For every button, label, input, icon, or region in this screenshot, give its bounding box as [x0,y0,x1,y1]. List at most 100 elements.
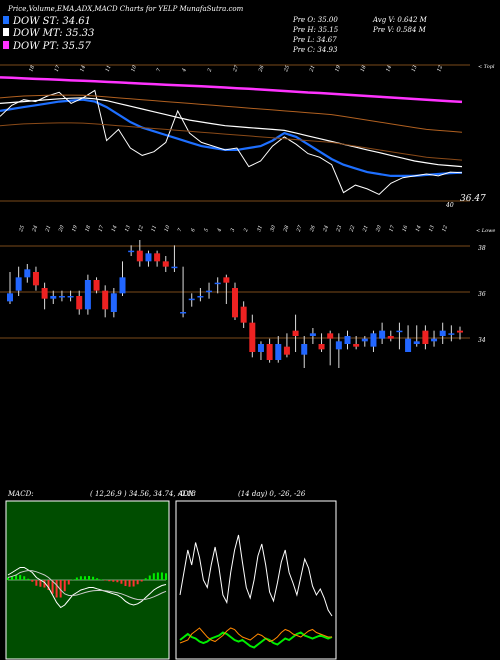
candle-day-label: 21 [362,225,370,234]
legend-dow-st: DOW ST: 34.61 [12,16,91,27]
candle-day-label: 5 [203,228,210,233]
candle-body [370,333,377,347]
chart-title: Price,Volume,EMA,ADX,MACD Charts for YEL… [7,5,244,13]
adx-line-minus-di [179,627,332,644]
ema-day-label: 13 [411,65,419,73]
candle-day-label: 19 [71,224,79,233]
candle-day-label: 30 [269,224,277,233]
candle-day-label: 31 [256,225,264,233]
ema-axis-label: 40 [445,202,454,209]
candle-body [283,346,290,355]
candle-body [335,341,342,350]
candle-body [58,296,65,298]
candle-day-label: 13 [124,225,132,233]
candle-body [206,290,213,293]
ema-panel: < Topl 36.47 40 18 17 14 11 10 7 4 2 27 26 25 21 19 1… [0,64,495,209]
candle-body [50,296,57,299]
adx-line-dx [179,534,333,617]
candle-day-label: 14 [111,225,119,233]
candle-body [387,336,394,339]
candle-day-label: 16 [402,224,410,233]
legend-dow-pt: DOW PT: 35.57 [12,41,92,52]
candle-body [232,288,238,318]
candle-body [76,296,83,310]
candle-body [102,290,109,310]
candle-body [318,344,325,350]
ema-day-label: 11 [105,65,113,73]
tick-label-34: 34 [478,337,486,344]
macd-label: MACD: [7,490,34,498]
candle-body [223,277,230,283]
candle-body [136,250,143,262]
candle-day-label: 17 [98,224,106,233]
macd-panel: MACD: ( 12,26,9 ) 34.56, 34.74, -0.18 [5,490,196,660]
legend-swatch-st [3,16,9,24]
ema-day-label: 14 [385,65,393,73]
legend-dow-mt: DOW MT: 35.33 [12,28,94,39]
candle-day-label: 20 [58,224,66,234]
candle-body [93,280,100,291]
stat-low: Pre L: 34.67 [292,36,337,44]
candle-day-label: 21 [44,225,52,234]
candle-body [431,338,438,342]
candle-day-labels: 25 24 21 20 19 18 17 14 13 12 11 10 7 6 5 4 3 2 31 30 28 27 26… [18,224,449,234]
adx-label: ADX [177,490,195,498]
candle-day-label: 28 [282,225,290,234]
macd-lines [7,567,167,609]
candle-body [353,344,360,347]
candle-body [214,282,221,285]
candle-body [24,269,31,278]
candle-body [257,344,264,352]
ema-day-label: 4 [181,68,188,74]
ema-topline-label: < Topl [478,64,495,70]
ema-day-label: 2 [206,68,213,74]
candle-day-label: 20 [375,224,383,234]
ema-day-label: 12 [436,65,444,73]
candle-lower-label: < Lowe [476,228,495,234]
stat-open: Pre O: 35.00 [292,16,338,24]
candle-day-label: 17 [388,224,396,233]
legend-swatch-mt [3,28,9,36]
candle-day-label: 26 [309,224,317,234]
candle-body [361,338,368,342]
candle-body [413,341,420,344]
candle-body [379,330,386,339]
candle-day-label: 10 [164,224,172,233]
macd-line-macd [7,567,167,609]
ema-day-label: 26 [257,64,265,74]
candle-body [301,344,308,355]
ema-day-labels: 18 17 14 11 10 7 4 2 27 26 25 21 19 18 14 13 12 [28,64,444,74]
candle-body [275,344,282,360]
candle-body [32,272,39,286]
ema-day-label: 10 [130,64,138,73]
candle-day-label: 6 [190,227,197,233]
tick-label-38: 38 [478,245,486,252]
candle-body [180,312,187,314]
ema-day-label: 27 [232,64,240,74]
adx-box [175,500,337,660]
candle-body [119,277,126,294]
candle-body [266,344,273,360]
candle-body [292,330,299,336]
dow-legend: DOW ST: 34.61 DOW MT: 35.33 DOW PT: 35.5… [3,16,94,52]
candle-day-label: 14 [415,225,423,233]
ema-day-label: 21 [308,65,316,74]
candle-body [309,333,316,336]
ema-last-price: 36.47 [460,194,486,204]
adx-line-plus-di [179,631,333,649]
candle-body [145,253,152,262]
candle-day-label: 11 [150,225,158,233]
candle-day-label: 2 [243,228,250,234]
candle-body [84,280,91,310]
candle-body [110,293,117,312]
candle-day-label: 3 [230,228,237,233]
adx-panel: ADX (14 day) 0, -26, -26 [175,490,337,660]
legend-swatch-pt [3,41,9,49]
candle-body [457,330,463,333]
candle-body [249,322,256,352]
candle-day-label: 24 [322,225,330,234]
macd-values: ( 12,26,9 ) 34.56, 34.74, -0.18 [90,490,196,498]
candles [7,240,463,368]
candle-body [439,330,446,336]
candle-day-label: 25 [18,225,26,234]
